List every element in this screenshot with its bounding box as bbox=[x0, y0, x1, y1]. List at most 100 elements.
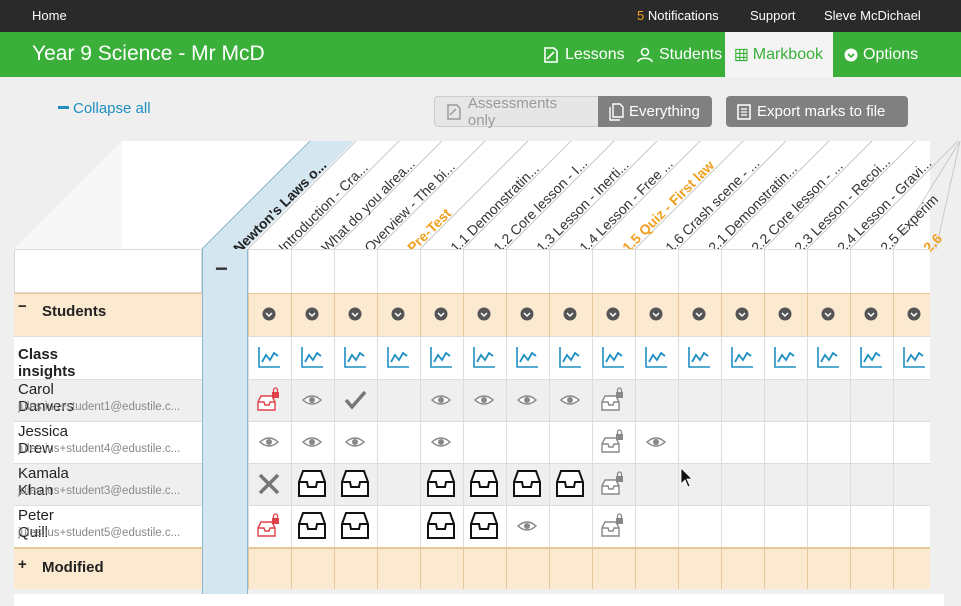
insights-cell[interactable] bbox=[635, 336, 678, 379]
mark-cell[interactable] bbox=[721, 421, 764, 463]
mark-cell[interactable] bbox=[248, 421, 291, 463]
insights-cell[interactable] bbox=[463, 336, 506, 379]
mark-cell[interactable] bbox=[807, 379, 850, 421]
mark-cell[interactable] bbox=[377, 379, 420, 421]
student-row-label[interactable] bbox=[14, 463, 202, 505]
column-menu-cell[interactable] bbox=[635, 293, 678, 336]
mark-cell[interactable] bbox=[721, 505, 764, 547]
support-link[interactable]: Support bbox=[750, 8, 796, 23]
mark-cell[interactable] bbox=[635, 379, 678, 421]
column-menu-cell[interactable] bbox=[807, 293, 850, 336]
mark-cell[interactable] bbox=[678, 379, 721, 421]
mark-cell[interactable] bbox=[463, 379, 506, 421]
mark-cell[interactable] bbox=[549, 505, 592, 547]
mark-cell[interactable] bbox=[506, 463, 549, 505]
insights-cell[interactable] bbox=[506, 336, 549, 379]
insights-cell[interactable] bbox=[334, 336, 377, 379]
mark-cell[interactable] bbox=[291, 379, 334, 421]
mark-cell[interactable] bbox=[549, 421, 592, 463]
insights-cell[interactable] bbox=[721, 336, 764, 379]
mark-cell[interactable] bbox=[506, 379, 549, 421]
mark-cell[interactable] bbox=[291, 505, 334, 547]
student-row-label[interactable] bbox=[14, 505, 202, 547]
column-menu-cell[interactable] bbox=[721, 293, 764, 336]
mark-cell[interactable] bbox=[893, 505, 930, 547]
insights-cell[interactable] bbox=[678, 336, 721, 379]
column-menu-cell[interactable] bbox=[549, 293, 592, 336]
mark-cell[interactable] bbox=[807, 505, 850, 547]
insights-cell[interactable] bbox=[592, 336, 635, 379]
mark-cell[interactable] bbox=[463, 505, 506, 547]
mark-cell[interactable] bbox=[678, 421, 721, 463]
mark-cell[interactable] bbox=[248, 379, 291, 421]
mark-cell[interactable] bbox=[420, 505, 463, 547]
column-menu-cell[interactable] bbox=[850, 293, 893, 336]
mark-cell[interactable] bbox=[850, 463, 893, 505]
mark-cell[interactable] bbox=[377, 505, 420, 547]
mark-cell[interactable] bbox=[334, 505, 377, 547]
mark-cell[interactable] bbox=[764, 421, 807, 463]
mark-cell[interactable] bbox=[635, 505, 678, 547]
insights-cell[interactable] bbox=[248, 336, 291, 379]
column-menu-cell[interactable] bbox=[893, 293, 930, 336]
mark-cell[interactable] bbox=[721, 463, 764, 505]
mark-cell[interactable] bbox=[420, 379, 463, 421]
mark-cell[interactable] bbox=[420, 463, 463, 505]
mark-cell[interactable] bbox=[420, 421, 463, 463]
column-menu-cell[interactable] bbox=[377, 293, 420, 336]
mark-cell[interactable] bbox=[291, 421, 334, 463]
tab-students[interactable]: Students bbox=[626, 32, 732, 77]
mark-cell[interactable] bbox=[549, 463, 592, 505]
column-menu-cell[interactable] bbox=[764, 293, 807, 336]
insights-cell[interactable] bbox=[549, 336, 592, 379]
mark-cell[interactable] bbox=[334, 379, 377, 421]
mark-cell[interactable] bbox=[893, 463, 930, 505]
column-menu-cell[interactable] bbox=[678, 293, 721, 336]
mark-cell[interactable] bbox=[549, 379, 592, 421]
mark-cell[interactable] bbox=[592, 421, 635, 463]
mark-cell[interactable] bbox=[893, 379, 930, 421]
mark-cell[interactable] bbox=[850, 505, 893, 547]
mark-cell[interactable] bbox=[291, 463, 334, 505]
mark-cell[interactable] bbox=[592, 463, 635, 505]
modified-group-header[interactable] bbox=[14, 547, 202, 589]
mark-cell[interactable] bbox=[506, 421, 549, 463]
column-menu-cell[interactable] bbox=[248, 293, 291, 336]
mark-cell[interactable] bbox=[893, 421, 930, 463]
mark-cell[interactable] bbox=[248, 505, 291, 547]
mark-cell[interactable] bbox=[592, 505, 635, 547]
insights-cell[interactable] bbox=[291, 336, 334, 379]
mark-cell[interactable] bbox=[463, 463, 506, 505]
mark-cell[interactable] bbox=[721, 379, 764, 421]
export-marks-button[interactable]: Export marks to file bbox=[726, 96, 908, 127]
mark-cell[interactable] bbox=[850, 421, 893, 463]
column-menu-cell[interactable] bbox=[420, 293, 463, 336]
unit-collapse-button[interactable]: − bbox=[215, 256, 228, 281]
mark-cell[interactable] bbox=[592, 379, 635, 421]
insights-cell[interactable] bbox=[850, 336, 893, 379]
column-menu-cell[interactable] bbox=[592, 293, 635, 336]
column-menu-cell[interactable] bbox=[506, 293, 549, 336]
mark-cell[interactable] bbox=[635, 463, 678, 505]
insights-cell[interactable] bbox=[764, 336, 807, 379]
column-menu-cell[interactable] bbox=[463, 293, 506, 336]
column-menu-cell[interactable] bbox=[291, 293, 334, 336]
students-group-header[interactable] bbox=[14, 293, 202, 336]
mark-cell[interactable] bbox=[678, 463, 721, 505]
mark-cell[interactable] bbox=[678, 505, 721, 547]
mark-cell[interactable] bbox=[807, 463, 850, 505]
insights-cell[interactable] bbox=[807, 336, 850, 379]
notifications-link[interactable]: 5 Notifications bbox=[637, 8, 719, 23]
mark-cell[interactable] bbox=[463, 421, 506, 463]
student-row-label[interactable] bbox=[14, 379, 202, 421]
mark-cell[interactable] bbox=[850, 379, 893, 421]
mark-cell[interactable] bbox=[334, 421, 377, 463]
collapse-all-link[interactable]: Collapse all bbox=[58, 100, 151, 117]
mark-cell[interactable] bbox=[506, 505, 549, 547]
scroll-area[interactable] bbox=[14, 594, 944, 606]
mark-cell[interactable] bbox=[334, 463, 377, 505]
everything-toggle[interactable]: Everything bbox=[598, 96, 712, 127]
mark-cell[interactable] bbox=[764, 463, 807, 505]
mark-cell[interactable] bbox=[635, 421, 678, 463]
mark-cell[interactable] bbox=[807, 421, 850, 463]
